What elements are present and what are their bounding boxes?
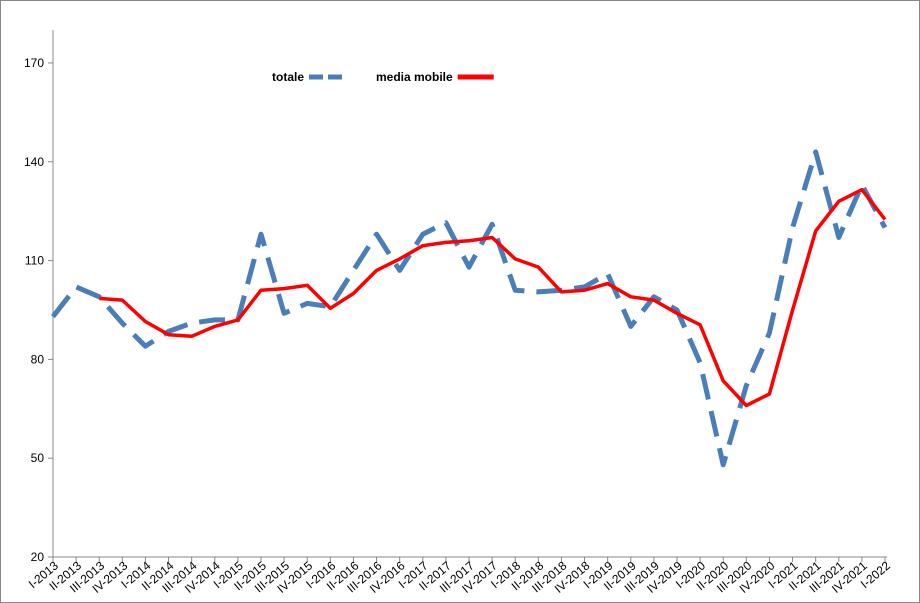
y-tick-label: 20 — [31, 550, 45, 564]
series-line — [99, 187, 887, 408]
legend-label: media mobile — [376, 70, 453, 84]
y-tick-label: 80 — [31, 352, 45, 366]
y-tick-label: 110 — [25, 254, 44, 268]
legend-label: totale — [272, 70, 304, 84]
y-tick-label: 50 — [31, 451, 45, 465]
series-line — [51, 149, 888, 468]
y-tick-label: 140 — [24, 155, 44, 169]
y-tick-label: 170 — [24, 56, 44, 70]
